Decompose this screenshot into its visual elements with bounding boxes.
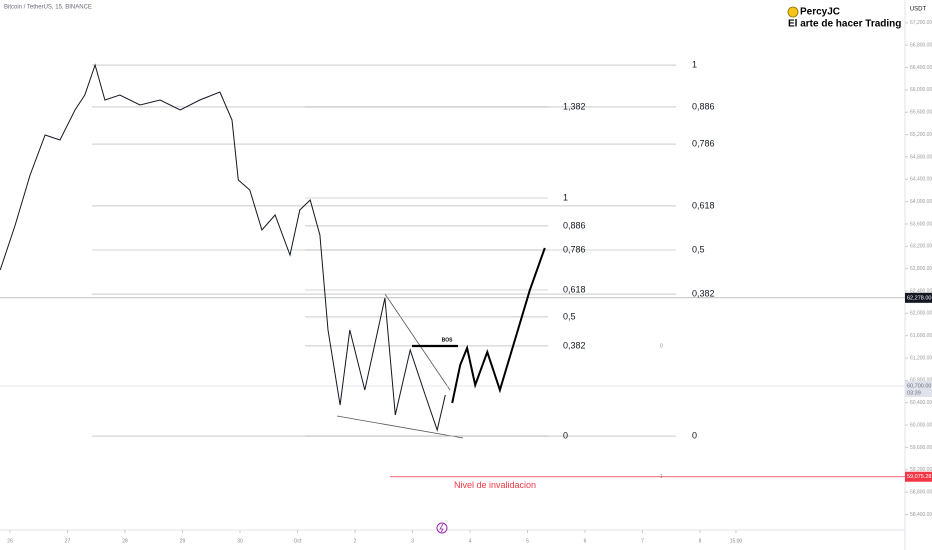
- x-tick-label: 5: [526, 538, 529, 544]
- price-marker-label: 60,700.00: [907, 383, 931, 389]
- fib-label: 1,382: [563, 101, 586, 111]
- wedge-line: [336, 415, 464, 439]
- x-tick-label: 6: [584, 538, 587, 544]
- fib-label: 0,5: [692, 244, 705, 254]
- fib-label: 0,786: [692, 138, 715, 148]
- x-tick-label: 8: [699, 538, 702, 544]
- y-tick-label: 61,200.00: [910, 355, 932, 361]
- y-tick-label: 58,400.00: [910, 512, 932, 518]
- x-tick-label: 15:00: [730, 538, 743, 544]
- y-tick-label: 60,400.00: [910, 400, 932, 406]
- small-label: 1: [660, 474, 663, 480]
- y-tick-label: 67,200.00: [910, 20, 932, 26]
- small-label: 0: [660, 343, 663, 349]
- x-tick-label: 26: [7, 538, 13, 544]
- y-tick-label: 65,600.00: [910, 110, 932, 116]
- y-tick-label: 59,200.00: [910, 467, 932, 473]
- x-tick-label: 28: [122, 538, 128, 544]
- y-tick-label: 60,000.00: [910, 422, 932, 428]
- y-tick-label: 63,600.00: [910, 221, 932, 227]
- fib-label: 0,382: [563, 340, 586, 350]
- y-tick-label: 64,400.00: [910, 177, 932, 183]
- invalidation-box: [905, 471, 932, 482]
- event-icon-bolt: [439, 523, 444, 533]
- x-tick-label: 30: [237, 538, 243, 544]
- fib-label: 0,886: [563, 220, 586, 230]
- y-tick-label: 66,400.00: [910, 65, 932, 71]
- y-tick-label: 64,000.00: [910, 199, 932, 205]
- x-tick-label: 2: [354, 538, 357, 544]
- emoji-icon: [787, 6, 799, 18]
- price-marker-label: 62,278.00: [907, 295, 931, 301]
- y-tick-label: 66,000.00: [910, 87, 932, 93]
- x-tick-label: 27: [65, 538, 71, 544]
- fib-label: 0,786: [563, 244, 586, 254]
- currency: USDT: [910, 7, 927, 13]
- price-marker-box: [905, 380, 932, 397]
- fib-label: 0: [692, 430, 697, 440]
- y-tick-label: 61,600.00: [910, 333, 932, 339]
- wedge-line: [384, 293, 451, 391]
- invalidation-price: 59,075.28: [907, 474, 931, 480]
- fib-label: 0,886: [692, 101, 715, 111]
- fib-label: 0,618: [563, 284, 586, 294]
- fib-label: 1: [692, 59, 697, 69]
- price-path: [451, 247, 546, 404]
- y-tick-label: 59,600.00: [910, 445, 932, 451]
- x-tick-label: Oct: [294, 538, 302, 544]
- bos-label: BOS: [442, 337, 454, 343]
- y-tick-label: 58,800.00: [910, 489, 932, 495]
- y-tick-label: 62,800.00: [910, 266, 932, 272]
- symbol-title: Bitcoin / TetherUS, 15, BINANCE: [4, 5, 92, 11]
- fib-label: 0,382: [692, 288, 715, 298]
- y-tick-label: 66,800.00: [910, 43, 932, 49]
- fib-label: 0,618: [692, 200, 715, 210]
- invalidation-label: Nivel de invalidacion: [454, 480, 536, 490]
- watermark-tagline: El arte de hacer Trading: [788, 19, 901, 30]
- fib-label: 0: [563, 430, 568, 440]
- event-icon: [436, 522, 448, 534]
- y-tick-label: 65,200.00: [910, 132, 932, 138]
- price-marker-box: [905, 292, 932, 303]
- y-tick-label: 62,000.00: [910, 311, 932, 317]
- price-path: [0, 63, 446, 432]
- x-tick-label: 3: [411, 538, 414, 544]
- price-marker-sub: 03:39: [907, 390, 921, 396]
- x-tick-label: 29: [180, 538, 186, 544]
- fib-label: 0,5: [563, 311, 576, 321]
- fib-label: 1: [563, 192, 568, 202]
- y-tick-label: 62,400.00: [910, 288, 932, 294]
- y-tick-label: 63,200.00: [910, 244, 932, 250]
- y-tick-label: 60,800.00: [910, 378, 932, 384]
- y-tick-label: 64,800.00: [910, 154, 932, 160]
- x-tick-label: 4: [469, 538, 472, 544]
- x-tick-label: 7: [641, 538, 644, 544]
- watermark-name: PercyJC: [800, 7, 840, 18]
